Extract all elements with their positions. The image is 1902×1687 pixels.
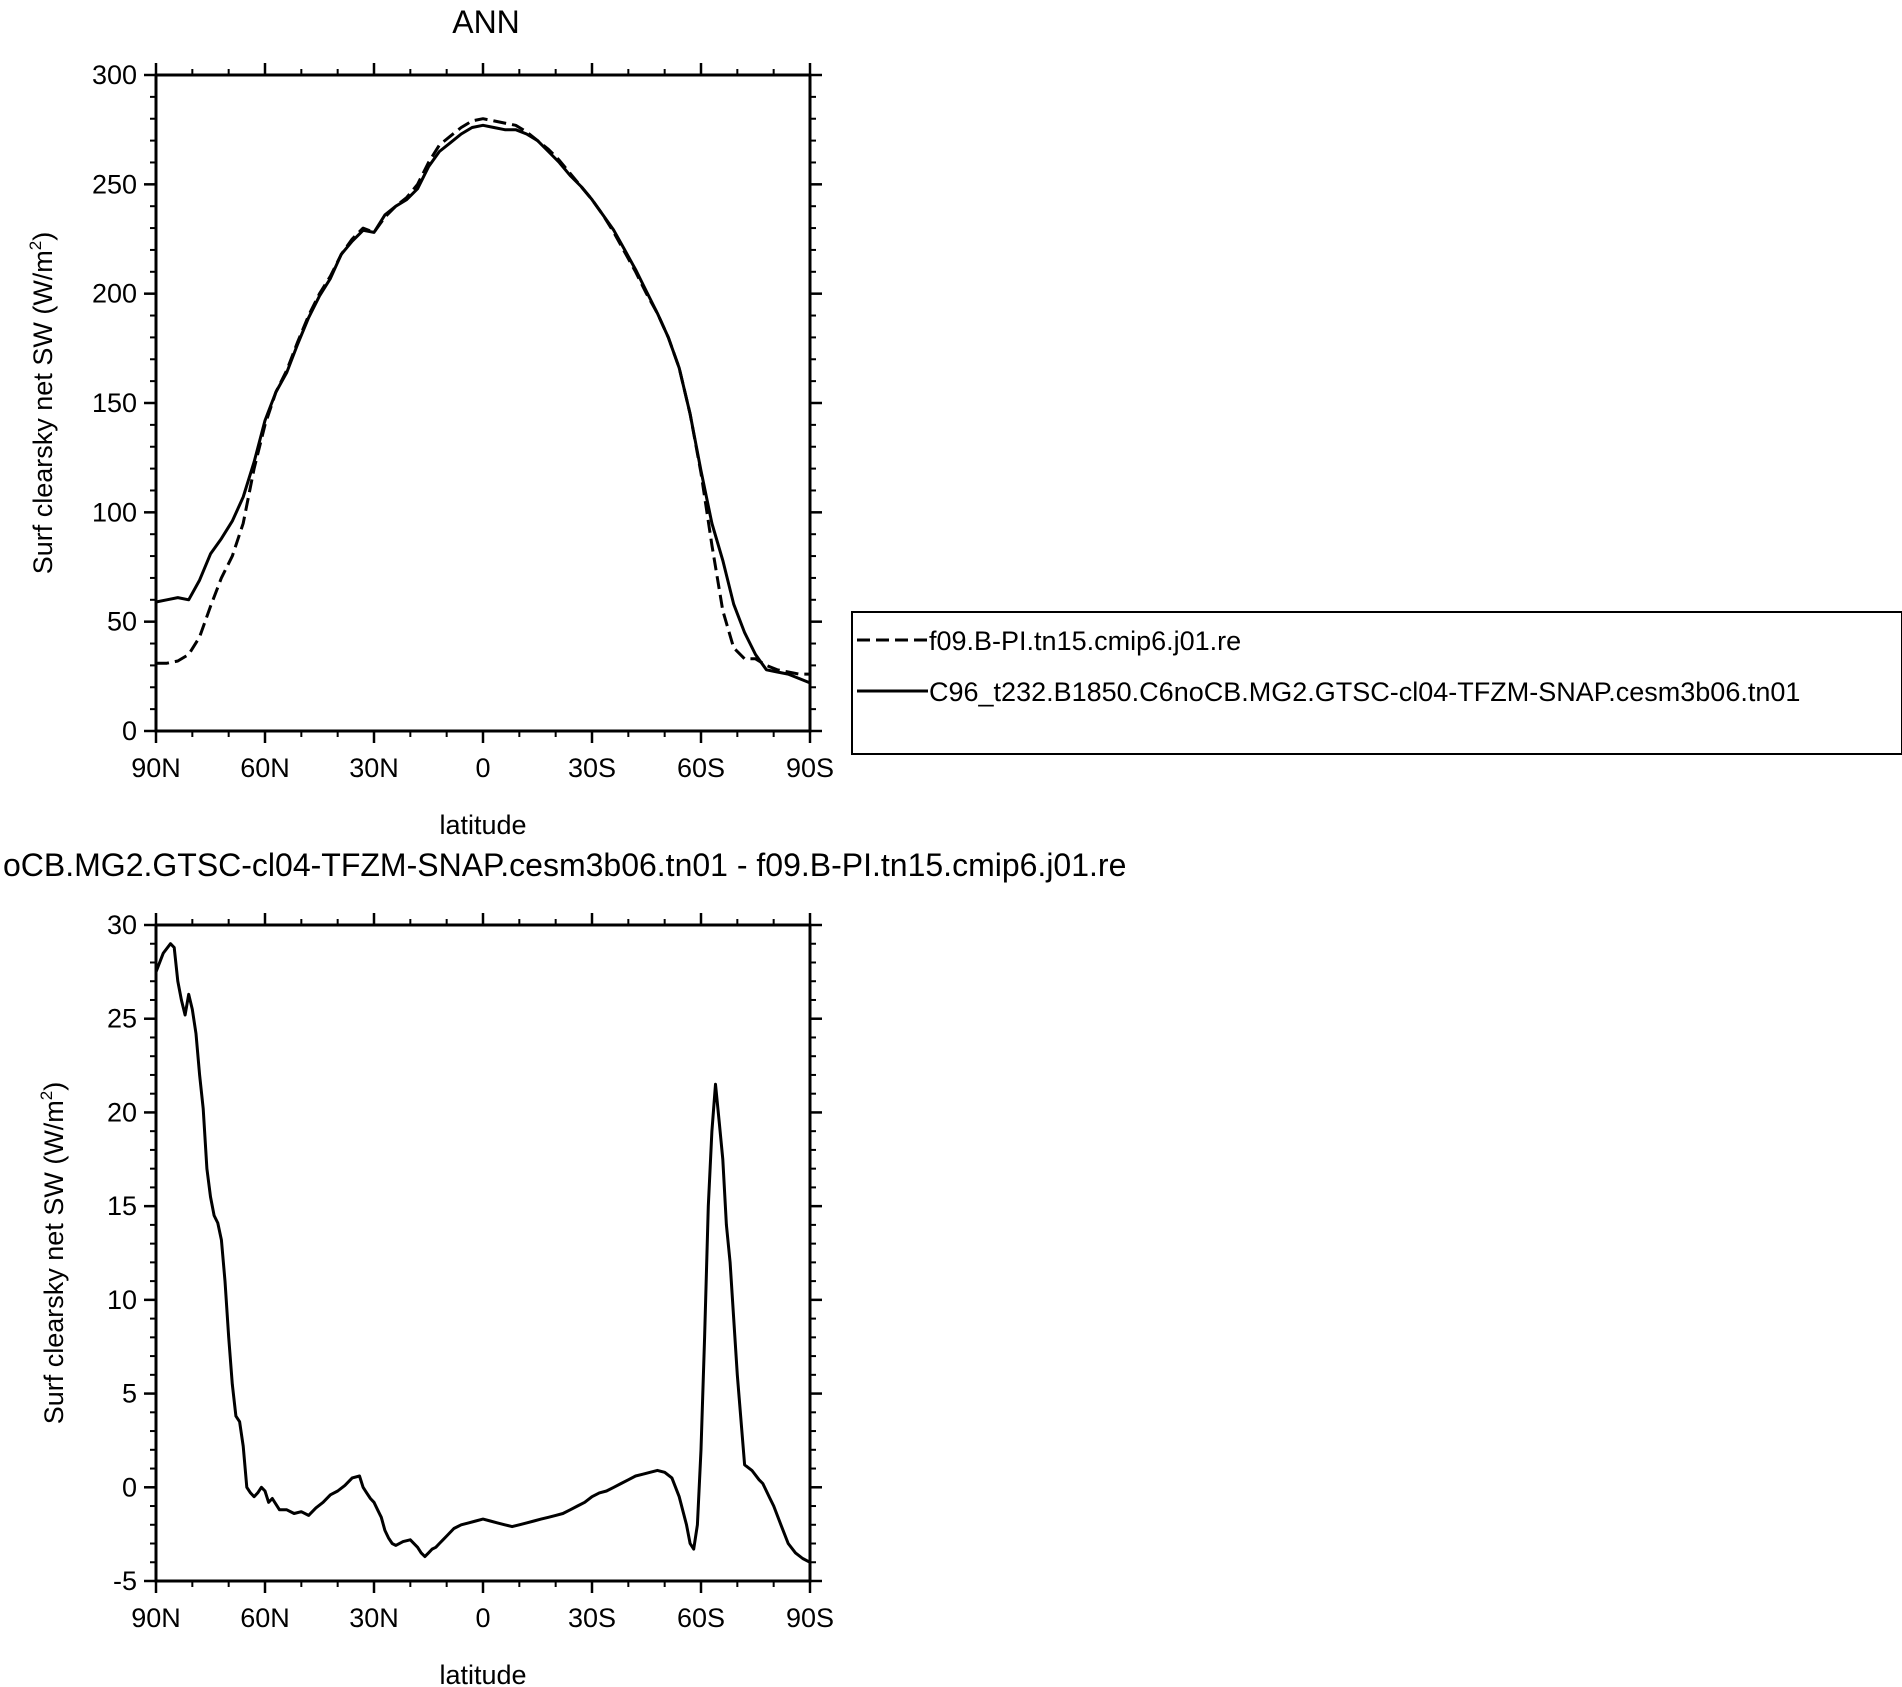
top-x-tick-label: 60N: [240, 753, 290, 783]
top-y-tick-label: 150: [92, 388, 137, 418]
legend-entry-2-label: C96_t232.B1850.C6noCB.MG2.GTSC-cl04-TFZM…: [929, 677, 1800, 707]
top-x-tick-label: 30S: [568, 753, 616, 783]
bottom-x-tick-label: 60S: [677, 1603, 725, 1633]
bottom-x-tick-label: 0: [475, 1603, 490, 1633]
bottom-y-axis-label: Surf clearsky net SW (W/m2): [37, 1082, 69, 1425]
bottom-y-tick-label: 30: [107, 910, 137, 940]
top-y-tick-label: 100: [92, 497, 137, 527]
top-x-tick-label: 90N: [131, 753, 181, 783]
top-panel: ANN 90N 60N 30N 0 30S 60S 90S 0 50 100 150 200 250 30…: [26, 4, 834, 840]
bottom-y-tick-label: 15: [107, 1191, 137, 1221]
top-y-axis-label-main: Surf clearsky net SW (W/m: [28, 250, 58, 574]
legend: f09.B-PI.tn15.cmip6.j01.re C96_t232.B185…: [851, 611, 1902, 755]
bottom-y-tick-label: 0: [122, 1472, 137, 1502]
bottom-x-tick-label: 60N: [240, 1603, 290, 1633]
top-x-tick-label: 60S: [677, 753, 725, 783]
top-plot-area: 90N 60N 30N 0 30S 60S 90S 0 50 100 150 200 250 300: [92, 60, 834, 783]
top-x-tick-label: 30N: [349, 753, 399, 783]
bottom-y-tick-label: 5: [122, 1379, 137, 1409]
top-x-tick-label: 90S: [786, 753, 834, 783]
bottom-x-tick-label: 90N: [131, 1603, 181, 1633]
bottom-x-tick-label: 90S: [786, 1603, 834, 1633]
bottom-y-tick-label: -5: [113, 1566, 137, 1596]
top-y-tick-label: 300: [92, 60, 137, 90]
top-y-axis-label-superscript: 2: [26, 241, 45, 250]
bottom-panel: oCB.MG2.GTSC-cl04-TFZM-SNAP.cesm3b06.tn0…: [3, 847, 1126, 1687]
top-chart-title: ANN: [452, 4, 520, 40]
bottom-y-axis-label-close: ): [39, 1082, 69, 1091]
top-series-2-line: [155, 123, 811, 685]
top-y-tick-label: 50: [107, 607, 137, 637]
bottom-plot-frame: [154, 923, 812, 1583]
top-y-tick-label: 250: [92, 169, 137, 199]
bottom-x-tick-label: 30N: [349, 1603, 399, 1633]
bottom-plot-area: 90N 60N 30N 0 30S 60S 90S -5 0 5 10 15 20 25 30: [107, 910, 834, 1633]
top-x-axis-label: latitude: [439, 810, 526, 840]
top-plot-frame: [154, 73, 812, 733]
bottom-chart-title: oCB.MG2.GTSC-cl04-TFZM-SNAP.cesm3b06.tn0…: [3, 847, 1126, 883]
top-x-tick-label: 0: [475, 753, 490, 783]
top-y-axis-label-close: ): [28, 232, 58, 241]
top-y-axis-label: Surf clearsky net SW (W/m2): [26, 232, 58, 575]
bottom-y-axis-label-main: Surf clearsky net SW (W/m: [39, 1100, 69, 1424]
top-series-1-line: [156, 117, 810, 676]
bottom-x-axis-label: latitude: [439, 1660, 526, 1687]
bottom-y-axis-label-superscript: 2: [37, 1091, 56, 1100]
bottom-x-tick-label: 30S: [568, 1603, 616, 1633]
bottom-series-1-line: [154, 942, 811, 1564]
legend-box: [851, 611, 1902, 755]
bottom-y-tick-label: 20: [107, 1097, 137, 1127]
legend-entry-1-label: f09.B-PI.tn15.cmip6.j01.re: [929, 626, 1241, 656]
bottom-y-tick-label: 25: [107, 1004, 137, 1034]
top-y-tick-label: 200: [92, 279, 137, 309]
top-y-tick-label: 0: [122, 716, 137, 746]
bottom-y-tick-label: 10: [107, 1285, 137, 1315]
